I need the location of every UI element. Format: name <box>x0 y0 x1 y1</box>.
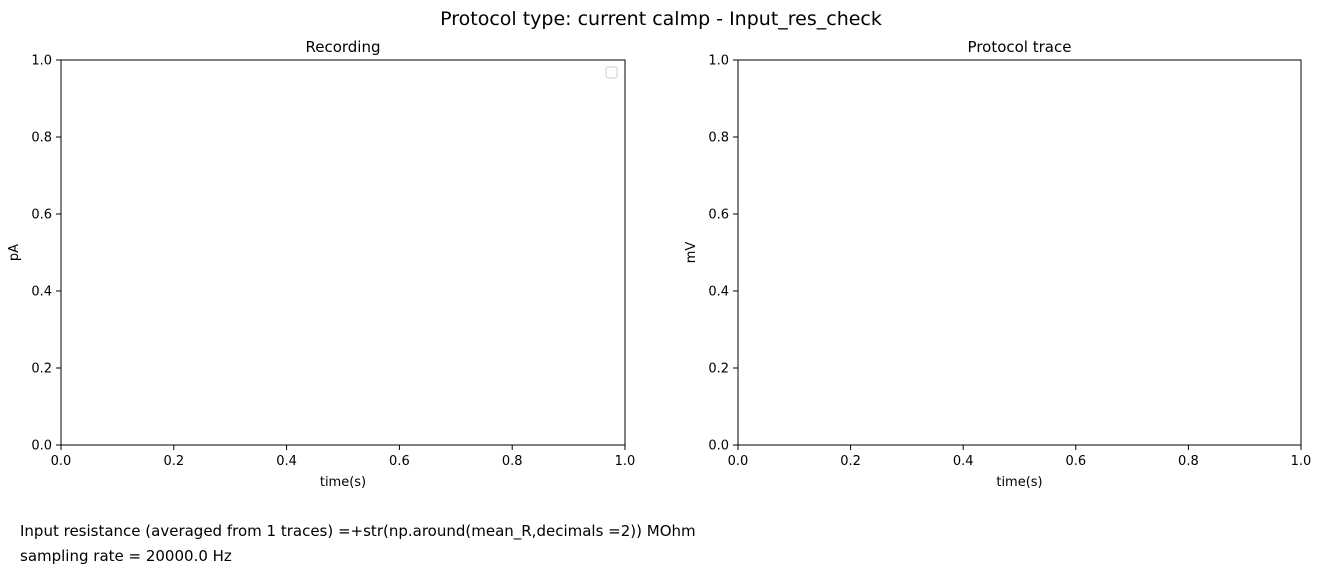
protocol-trace-y-tick-label: 0.6 <box>708 208 729 223</box>
protocol-trace-y-tick-label: 1.0 <box>708 54 729 69</box>
protocol-trace-x-tick-label: 0.6 <box>1065 454 1086 469</box>
recording-axes: 0.0 0.2 0.4 0.6 0.8 1.0 0.0 0.2 0.4 0.6 0.8 1.0 Reco… <box>7 38 635 490</box>
protocol-trace-y-tick-label: 0.4 <box>708 285 729 300</box>
protocol-trace-axes-frame <box>737 59 1302 446</box>
protocol-trace-x-tick-label: 0.2 <box>840 454 861 469</box>
protocol-trace-y-axis-label: mV <box>684 242 699 264</box>
recording-legend-box <box>605 66 618 79</box>
protocol-trace-x-tick-label: 0.4 <box>953 454 974 469</box>
recording-x-tick-label: 0.0 <box>51 454 72 469</box>
input-resistance-text: Input resistance (averaged from 1 traces… <box>20 522 696 540</box>
recording-y-tick-label: 0.4 <box>31 285 52 300</box>
recording-y-tick-label: 0.0 <box>31 439 52 454</box>
recording-y-tick-label: 0.8 <box>31 131 52 146</box>
sampling-rate-text: sampling rate = 20000.0 Hz <box>20 547 232 565</box>
protocol-trace-y-tick-label: 0.0 <box>708 439 729 454</box>
recording-y-tick-label: 0.2 <box>31 362 52 377</box>
recording-x-tick-label: 0.6 <box>389 454 410 469</box>
protocol-trace-x-axis-label: time(s) <box>996 475 1042 490</box>
protocol-trace-x-tick-label: 0.8 <box>1178 454 1199 469</box>
plots-canvas: 0.0 0.2 0.4 0.6 0.8 1.0 0.0 0.2 0.4 0.6 0.8 1.0 Reco… <box>7 38 1311 490</box>
protocol-trace-x-tick-label: 1.0 <box>1291 454 1312 469</box>
recording-x-tick-label: 1.0 <box>615 454 636 469</box>
recording-x-axis-label: time(s) <box>320 475 366 490</box>
recording-x-tick-label: 0.4 <box>276 454 297 469</box>
protocol-trace-x-tick-label: 0.0 <box>728 454 749 469</box>
recording-axes-frame <box>60 59 626 446</box>
recording-y-tick-label: 1.0 <box>31 54 52 69</box>
recording-y-axis-label: pA <box>7 244 22 261</box>
protocol-trace-y-tick-label: 0.8 <box>708 131 729 146</box>
recording-x-tick-label: 0.8 <box>502 454 523 469</box>
recording-x-tick-label: 0.2 <box>163 454 184 469</box>
protocol-trace-axes: 0.0 0.2 0.4 0.6 0.8 1.0 0.0 0.2 0.4 0.6 0.8 1.0 Prot… <box>684 38 1311 490</box>
figure-suptitle: Protocol type: current calmp - Input_res… <box>440 8 882 30</box>
recording-title: Recording <box>305 38 380 56</box>
protocol-trace-title: Protocol trace <box>968 38 1072 56</box>
recording-y-tick-label: 0.6 <box>31 208 52 223</box>
protocol-trace-y-tick-label: 0.2 <box>708 362 729 377</box>
